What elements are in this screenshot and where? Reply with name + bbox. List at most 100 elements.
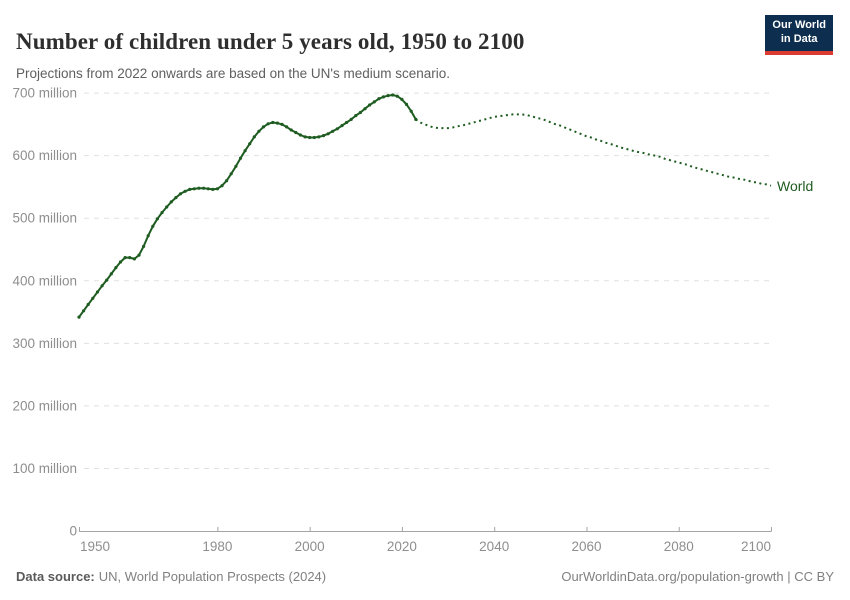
data-point: [100, 284, 104, 288]
data-point: [243, 149, 247, 153]
x-axis-tick-label: 1950: [80, 539, 110, 554]
data-point: [118, 260, 123, 264]
owid-logo-line2: in Data: [780, 32, 818, 45]
data-point: [95, 290, 100, 294]
data-point: [303, 135, 307, 139]
data-point: [238, 156, 243, 160]
data-point: [409, 109, 413, 113]
data-point: [192, 187, 196, 191]
data-point: [321, 134, 326, 138]
data-point: [234, 164, 238, 168]
y-axis-tick-label: 600 million: [12, 148, 77, 163]
x-axis-tick-label: 1980: [202, 539, 232, 554]
data-point: [289, 128, 293, 132]
data-point: [363, 107, 367, 111]
data-point: [340, 124, 344, 128]
data-point: [377, 97, 381, 101]
data-point: [215, 187, 219, 191]
series-projection-line[interactable]: [415, 113, 772, 187]
data-point: [211, 187, 215, 191]
chart-footer: Data source: UN, World Population Prospec…: [16, 569, 834, 584]
series-entity-label[interactable]: World: [777, 178, 814, 194]
y-axis-tick-label: 200 million: [12, 398, 77, 413]
data-point: [206, 187, 210, 191]
data-point: [109, 272, 113, 276]
data-point: [188, 187, 192, 191]
data-point: [114, 266, 118, 270]
data-point: [280, 122, 284, 126]
owid-logo-line1: Our World: [772, 19, 826, 31]
y-axis-tick-label: 100 million: [12, 461, 77, 476]
data-point: [252, 135, 256, 139]
data-point: [257, 129, 261, 133]
data-point: [174, 196, 178, 200]
page-title: Number of children under 5 years old, 19…: [16, 29, 525, 55]
x-axis-tick-label: 2080: [664, 539, 694, 554]
x-axis-tick-label: 2040: [479, 539, 509, 554]
y-axis-tick-label: 300 million: [12, 336, 77, 351]
data-point: [395, 94, 399, 98]
data-source-note: Data source: UN, World Population Prospec…: [16, 569, 326, 584]
data-point: [225, 179, 229, 183]
y-axis-tick-label: 400 million: [12, 273, 77, 288]
data-point: [271, 120, 275, 125]
data-point: [266, 122, 270, 126]
chart-subtitle: Projections from 2022 onwards are based …: [16, 65, 451, 81]
data-point: [132, 257, 136, 261]
data-point: [77, 315, 81, 319]
data-point: [400, 97, 404, 101]
data-point: [391, 93, 395, 97]
data-point: [312, 135, 316, 140]
data-point: [151, 224, 155, 228]
data-point: [128, 256, 132, 260]
data-point: [146, 234, 150, 238]
data-point: [358, 110, 362, 115]
y-axis-tick-label: 500 million: [12, 211, 77, 226]
data-point: [155, 217, 159, 221]
x-axis-tick-label: 2060: [571, 539, 601, 554]
data-point: [335, 127, 339, 131]
data-point: [160, 211, 164, 215]
data-point: [229, 172, 233, 176]
data-point: [372, 100, 376, 104]
data-point: [202, 186, 206, 190]
data-point: [368, 103, 372, 107]
data-point: [137, 253, 141, 257]
y-axis-tick-label: 700 million: [12, 86, 77, 101]
data-point: [142, 244, 146, 248]
data-point: [294, 130, 298, 135]
owid-url-link[interactable]: OurWorldinData.org/population-growth: [561, 569, 784, 584]
data-point: [331, 129, 335, 133]
data-point: [197, 186, 201, 190]
data-point: [298, 133, 302, 137]
data-point: [169, 200, 173, 204]
data-point: [91, 296, 95, 300]
data-point: [165, 205, 169, 209]
footer-links: OurWorldinData.org/population-growth | C…: [561, 569, 834, 584]
data-point: [105, 278, 109, 282]
data-point: [261, 125, 266, 129]
data-point: [386, 94, 390, 98]
data-point: [381, 95, 386, 99]
data-point: [354, 114, 358, 118]
license-link[interactable]: CC BY: [794, 569, 834, 584]
data-point: [326, 132, 330, 136]
data-point: [178, 192, 183, 196]
data-point: [220, 184, 224, 188]
data-point: [349, 117, 353, 121]
data-point: [317, 135, 321, 139]
data-point: [308, 135, 312, 140]
footer-separator: |: [783, 569, 795, 584]
data-point: [345, 120, 349, 125]
series-historical-line[interactable]: [78, 94, 417, 318]
data-point: [86, 302, 90, 307]
owid-logo[interactable]: Our World in Data: [765, 15, 833, 55]
data-point: [183, 189, 187, 193]
data-point: [275, 121, 279, 125]
data-point: [82, 309, 86, 313]
data-point: [123, 256, 127, 260]
x-axis-tick-label: 2000: [295, 539, 325, 554]
data-source-label: Data source:: [16, 569, 95, 584]
